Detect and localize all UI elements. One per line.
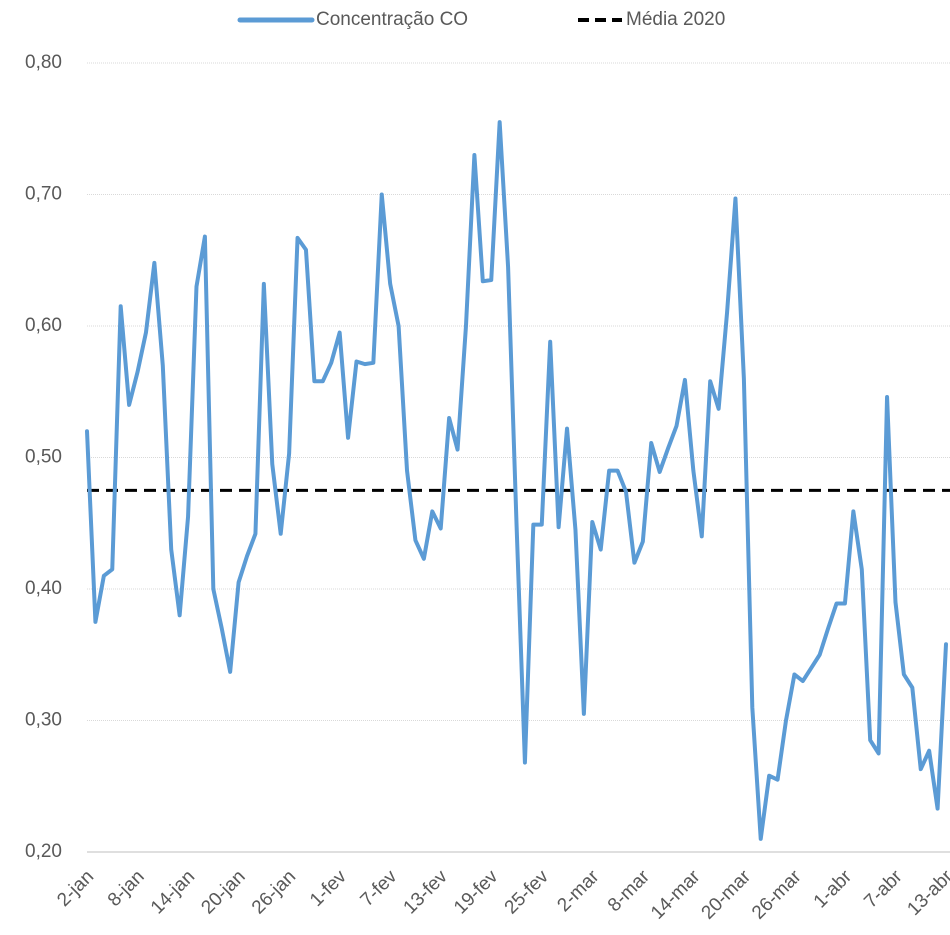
x-tick-label: 20-jan	[197, 866, 249, 918]
y-tick-label: 0,40	[25, 578, 62, 599]
y-tick-label: 0,70	[25, 184, 62, 205]
x-tick-label: 2-mar	[553, 866, 603, 916]
x-tick-label: 19-fev	[450, 866, 503, 919]
x-tick-label: 26-mar	[748, 866, 806, 924]
y-tick-label: 0,60	[25, 315, 62, 336]
x-tick-label: 20-mar	[698, 866, 756, 924]
y-tick-label: 0,20	[25, 841, 62, 862]
x-tick-label: 13-fev	[400, 866, 453, 919]
legend-label: Concentração CO	[316, 9, 468, 30]
x-tick-label: 1-fev	[306, 866, 351, 911]
x-tick-label: 14-jan	[147, 866, 199, 918]
y-tick-label: 0,80	[25, 52, 62, 73]
y-tick-label: 0,50	[25, 447, 62, 468]
x-tick-label: 26-jan	[248, 866, 300, 918]
x-tick-label: 2-jan	[53, 866, 98, 911]
y-tick-label: 0,30	[25, 710, 62, 731]
x-tick-label: 7-abr	[860, 866, 907, 913]
data-line	[85, 120, 948, 841]
x-tick-label: 1-abr	[810, 866, 857, 913]
x-tick-label: 7-fev	[357, 866, 402, 911]
x-tick-label: 14-mar	[647, 866, 705, 924]
x-tick-label: 8-jan	[104, 866, 149, 911]
x-tick-label: 13-abr	[903, 866, 950, 920]
x-tick-label: 25-fev	[501, 866, 554, 919]
legend-label: Média 2020	[626, 9, 725, 30]
